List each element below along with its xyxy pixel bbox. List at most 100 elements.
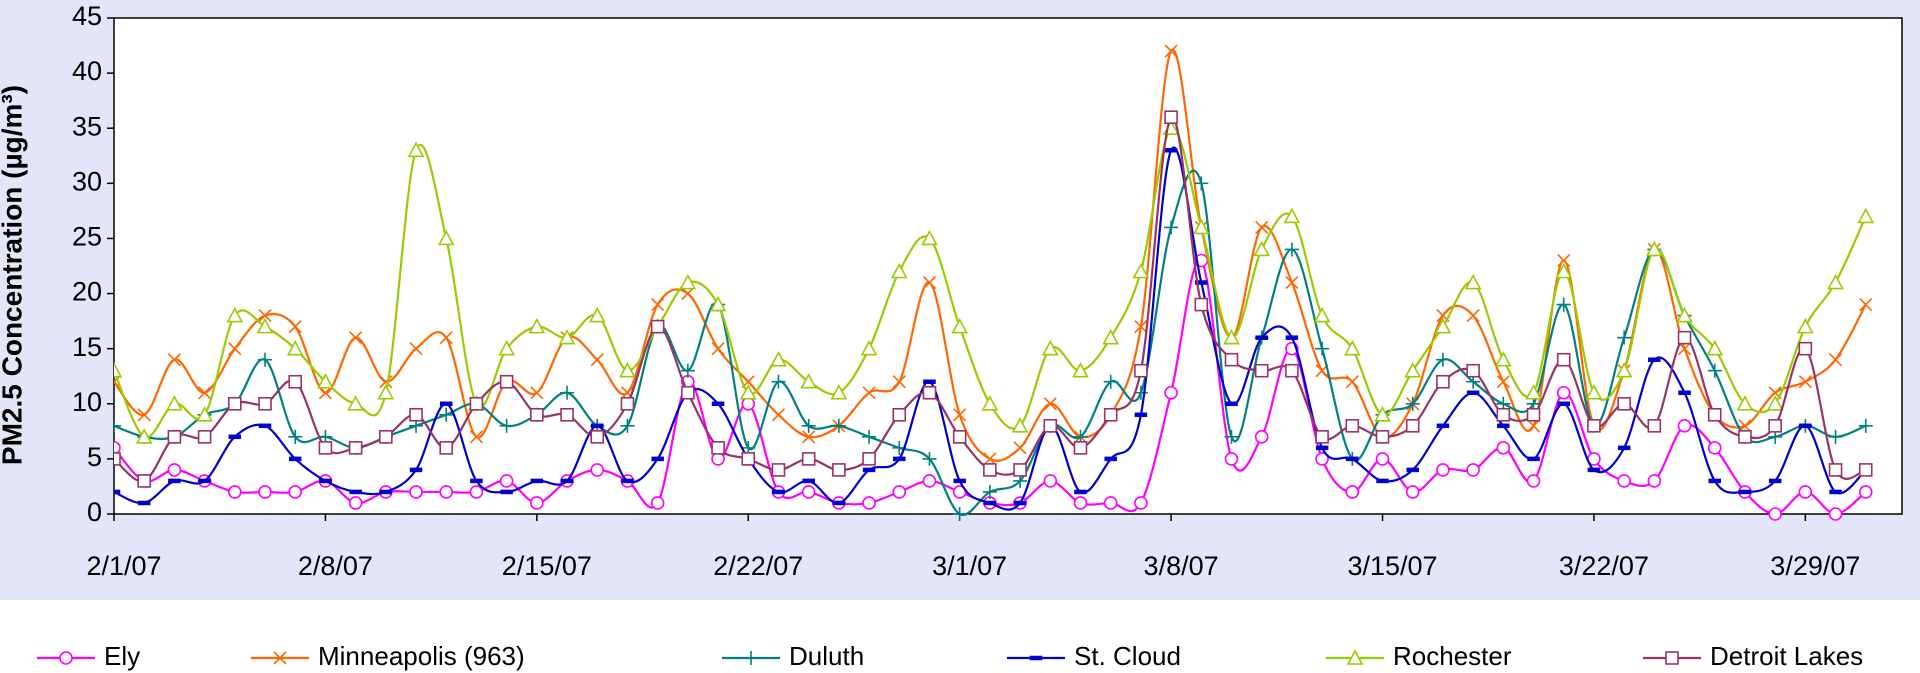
marker [560,407,574,422]
marker [1103,374,1118,389]
marker [1466,363,1480,378]
marker [1858,418,1873,433]
marker [288,485,303,499]
marker [198,478,211,484]
marker [1195,280,1208,285]
x-tick-label: 3/1/07 [932,551,1007,581]
marker [1496,375,1510,389]
marker [1285,363,1299,378]
marker [469,430,483,444]
marker [1466,463,1480,477]
marker [1315,430,1329,444]
marker [379,430,393,444]
marker [1858,485,1873,499]
marker [1466,309,1480,323]
marker [1496,441,1511,455]
legend-label: Duluth [789,641,864,671]
marker [1707,441,1722,455]
marker [1617,474,1631,488]
marker [922,275,937,290]
x-tick-label: 2/15/07 [502,551,592,581]
marker [1375,430,1390,444]
marker [379,489,393,495]
marker [1858,463,1873,477]
marker [409,342,423,356]
marker [982,484,997,499]
marker [379,375,393,389]
marker [711,452,725,466]
marker [1194,176,1209,191]
marker [922,451,937,466]
marker [560,385,575,400]
marker [1557,253,1571,268]
marker [651,456,664,462]
marker [1615,362,1633,378]
marker [922,385,937,400]
marker [1526,419,1541,433]
marker [1104,456,1117,462]
marker [1494,351,1512,367]
legend-label: Rochester [1393,641,1512,671]
marker [801,452,816,466]
marker [1134,496,1148,510]
marker [1013,500,1027,506]
marker [168,478,181,484]
x-tick-label: 2/8/07 [298,551,373,581]
marker [953,478,966,484]
marker [349,489,362,495]
marker [1738,489,1752,495]
marker [1164,385,1178,400]
marker [590,463,605,477]
marker [862,452,876,466]
marker [1194,297,1209,312]
marker [800,373,818,389]
marker [258,352,273,367]
marker [1829,489,1842,495]
marker [258,423,272,429]
marker [1315,341,1330,356]
marker [137,408,151,422]
marker [228,342,242,356]
marker [1798,341,1813,356]
marker [318,441,333,455]
series [114,146,1873,511]
marker [1827,273,1844,290]
marker [741,396,756,411]
marker [319,478,332,484]
marker [983,463,997,477]
marker [892,485,907,499]
marker [1313,306,1331,323]
marker [273,651,287,665]
marker [801,418,816,433]
marker [1043,474,1058,488]
marker [1284,242,1299,257]
marker [1134,412,1148,418]
marker [469,485,484,499]
marker [1041,339,1059,356]
marker [1376,478,1389,484]
marker [590,430,605,444]
marker [802,430,816,444]
marker [680,363,695,378]
marker [439,441,454,455]
marker [500,489,513,495]
marker [862,496,876,510]
marker [1617,396,1631,411]
marker [1102,328,1120,345]
marker [1225,401,1238,407]
marker [1043,397,1057,411]
marker [1134,363,1148,378]
marker [1464,273,1482,290]
series-line [114,146,1867,511]
marker [1587,467,1601,473]
marker [1706,339,1724,356]
marker [983,500,997,506]
marker [1405,419,1420,433]
legend-label: Detroit Lakes [1710,641,1863,671]
marker [771,374,786,389]
marker [923,379,936,384]
marker [528,317,546,334]
x-tick-label: 3/29/07 [1770,551,1860,581]
marker [1073,496,1088,510]
